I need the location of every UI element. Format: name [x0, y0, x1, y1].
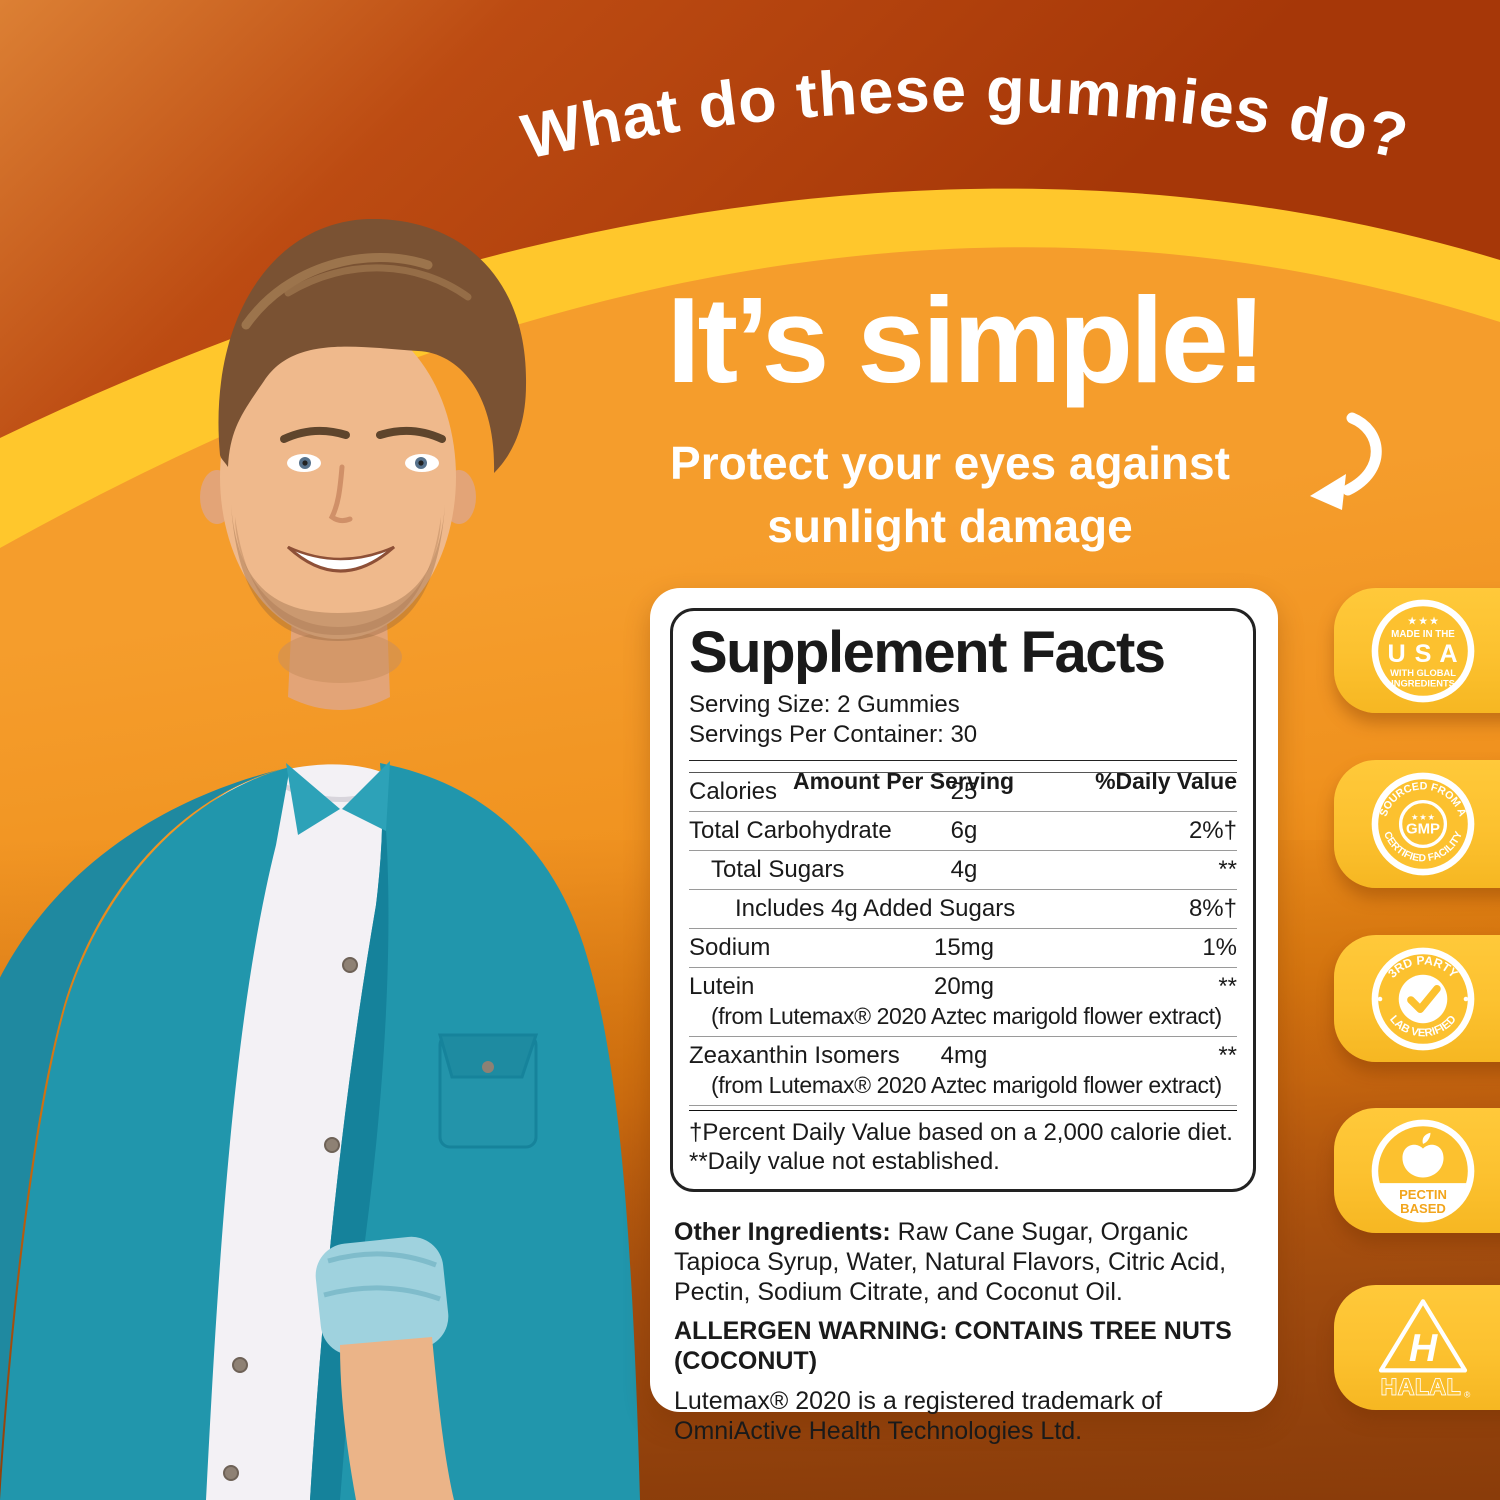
pectin-based-seal-icon: PECTIN BASED	[1371, 1119, 1475, 1222]
svg-text:H: H	[1409, 1327, 1438, 1370]
trademark-note: Lutemax® 2020 is a registered trademark …	[674, 1386, 1163, 1445]
column-daily-value: %Daily Value	[1095, 767, 1237, 794]
lutein-source-note: (from Lutemax® 2020 Aztec marigold flowe…	[711, 1002, 1222, 1029]
dark-top-band	[0, 0, 1500, 438]
apple-leaf-icon	[1422, 1132, 1431, 1144]
card-notes: Other Ingredients: Raw Cane Sugar, Organ…	[674, 1218, 1254, 1456]
supplement-facts-title: Supplement Facts	[689, 620, 1166, 685]
serving-info: Serving Size: 2 Gummies Servings Per Con…	[689, 690, 1237, 750]
supplement-facts-panel: Supplement Facts Serving Size: 2 Gummies…	[670, 608, 1256, 1192]
supplement-facts-card: Supplement Facts Serving Size: 2 Gummies…	[650, 588, 1278, 1445]
check-circle	[1398, 974, 1448, 1023]
thick-divider	[689, 1109, 1237, 1112]
column-amount-per-serving: Amount Per Serving	[793, 767, 1015, 794]
badge-halal: H HALAL ®	[1334, 1285, 1500, 1410]
servings-per-container: Servings Per Container: 30	[689, 721, 978, 749]
svg-text:★ ★ ★: ★ ★ ★	[1412, 813, 1435, 821]
svg-text:BASED: BASED	[1400, 1201, 1446, 1216]
badge-pectin-based: PECTIN BASED	[1334, 1108, 1500, 1233]
svg-text:MADE IN THE: MADE IN THE	[1391, 629, 1455, 640]
fact-row-zeaxanthin: Zeaxanthin Isomers 4mg ** (from Lutemax®…	[689, 1037, 1237, 1106]
badge-gmp-certified: SOURCED FROM A CERTIFIED FACILITY ★ ★ ★ …	[1334, 760, 1500, 888]
facts-column-headers: Amount Per Serving %Daily Value	[689, 761, 1237, 794]
hero-subtitle: Protect your eyes against sunlight damag…	[540, 432, 1360, 559]
fact-row-total-carbohydrate: Total Carbohydrate 6g 2%†	[689, 812, 1237, 851]
svg-text:WITH GLOBAL: WITH GLOBAL	[1390, 668, 1456, 678]
other-ingredients: Other Ingredients: Raw Cane Sugar, Organ…	[674, 1218, 1227, 1306]
lab-verified-seal-icon: 3RD PARTY LAB VERIFIED	[1371, 947, 1475, 1050]
fact-row-calories: Calories 25	[689, 773, 1237, 812]
fact-row-sodium: Sodium 15mg 1%	[689, 929, 1237, 968]
fact-row-lutein: Lutein 20mg ** (from Lutemax® 2020 Aztec…	[689, 968, 1237, 1037]
footnote-not-established: **Daily value not established.	[689, 1148, 1000, 1176]
serving-size: Serving Size: 2 Gummies	[689, 691, 960, 719]
curved-arrow-icon	[1310, 412, 1382, 510]
hero-subtitle-line2: sunlight damage	[767, 500, 1133, 553]
svg-text:★ ★ ★: ★ ★ ★	[1407, 615, 1439, 625]
fact-row-total-sugars: Total Sugars 4g **	[689, 851, 1237, 890]
svg-text:HALAL: HALAL	[1381, 1374, 1462, 1399]
svg-text:U S A: U S A	[1388, 640, 1459, 668]
gmp-seal-icon: SOURCED FROM A CERTIFIED FACILITY ★ ★ ★ …	[1371, 772, 1475, 876]
footnote-daily-value: †Percent Daily Value based on a 2,000 ca…	[689, 1119, 1233, 1147]
svg-text:®: ®	[1464, 1389, 1471, 1399]
badge-3rd-party-lab-verified: 3RD PARTY LAB VERIFIED	[1334, 935, 1500, 1062]
allergen-warning: ALLERGEN WARNING: CONTAINS TREE NUTS (CO…	[674, 1317, 1232, 1375]
halal-triangle-icon	[1378, 1298, 1468, 1372]
halal-seal-icon: H HALAL ®	[1378, 1298, 1471, 1400]
model-photo	[0, 218, 640, 1500]
svg-text:PECTIN: PECTIN	[1399, 1187, 1447, 1202]
headline-text: What do these gummies do?	[516, 55, 1415, 173]
made-in-usa-seal-icon: ★ ★ ★ MADE IN THE U S A WITH GLOBAL INGR…	[1371, 599, 1475, 702]
svg-text:GMP: GMP	[1406, 820, 1440, 837]
svg-text:INGREDIENTS: INGREDIENTS	[1391, 678, 1455, 688]
headline-arc: What do these gummies do?	[516, 55, 1415, 173]
hero-title: It’s simple!	[666, 272, 1267, 408]
checkmark-icon	[1407, 984, 1441, 1013]
zeaxanthin-source-note: (from Lutemax® 2020 Aztec marigold flowe…	[711, 1071, 1222, 1098]
divider	[689, 760, 1237, 761]
hero-subtitle-line1: Protect your eyes against	[670, 437, 1230, 489]
apple-icon	[1402, 1144, 1444, 1178]
fact-row-added-sugars: Includes 4g Added Sugars 8%†	[689, 890, 1237, 929]
badge-made-in-usa: ★ ★ ★ MADE IN THE U S A WITH GLOBAL INGR…	[1334, 588, 1500, 713]
facts-footnotes: †Percent Daily Value based on a 2,000 ca…	[689, 1111, 1237, 1179]
